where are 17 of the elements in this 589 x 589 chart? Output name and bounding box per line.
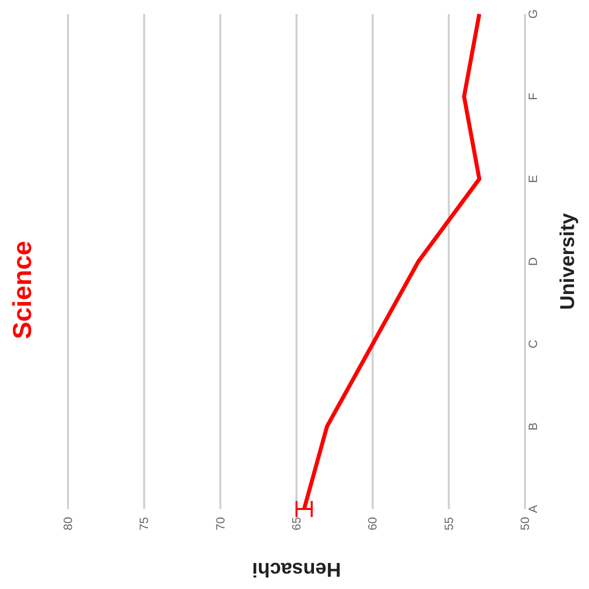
- y-tick-label: F: [526, 92, 540, 100]
- x-tick-label: 65: [290, 516, 304, 530]
- x-tick-label: 55: [442, 516, 456, 530]
- y-tick-label: G: [526, 9, 540, 19]
- x-tick-label: 75: [137, 516, 152, 530]
- y-tick-label: C: [526, 339, 540, 348]
- text: Science: [7, 240, 37, 340]
- x-tick-label: 80: [61, 516, 75, 530]
- x-tick-label: 60: [366, 516, 380, 530]
- y-tick-label: D: [526, 256, 540, 266]
- y-tick-label: A: [526, 504, 540, 514]
- x-axis-title: Hensachi: [252, 558, 341, 580]
- y-tick-label: B: [526, 422, 540, 431]
- x-tick-label: 70: [213, 516, 228, 530]
- y-axis-title: University: [557, 212, 580, 310]
- x-tick-label: 50: [518, 516, 532, 530]
- y-tick-label: E: [526, 174, 540, 184]
